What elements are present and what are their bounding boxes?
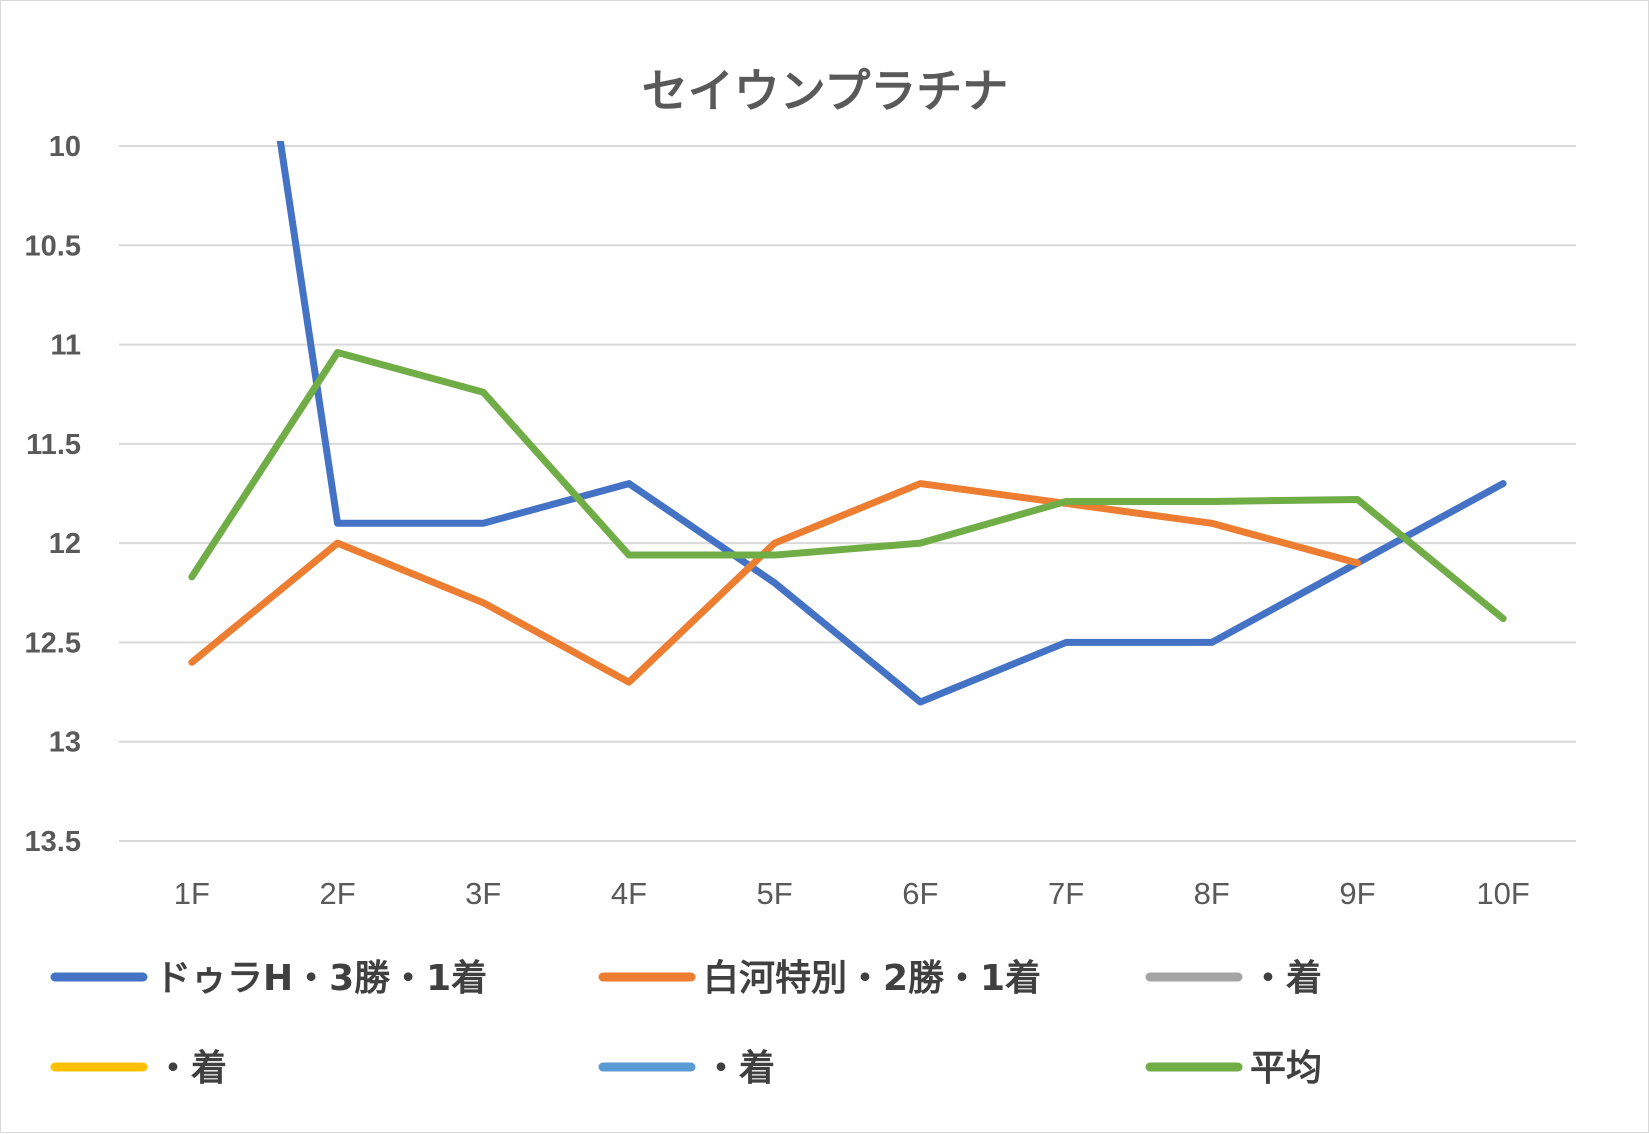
y-tick-label: 12.5 bbox=[25, 627, 81, 659]
series-lines bbox=[188, 141, 1507, 706]
y-tick-label: 13.5 bbox=[25, 826, 81, 858]
x-tick-label: 3F bbox=[465, 876, 501, 911]
x-tick-label: 4F bbox=[611, 876, 647, 911]
x-tick-label: 6F bbox=[902, 876, 938, 911]
legend-label: 平均 bbox=[1250, 1048, 1322, 1089]
legend-label: 白河特別・2勝・1着 bbox=[703, 958, 1041, 999]
legend: ドゥラH・3勝・1着 白河特別・2勝・1着 ・着・着 ・着 平均 bbox=[50, 958, 1322, 1089]
y-tick-label: 12 bbox=[49, 528, 81, 560]
x-tick-label: 5F bbox=[757, 876, 793, 911]
legend-label: ドゥラH・3勝・1着 bbox=[155, 958, 487, 999]
y-tick-label: 10 bbox=[49, 131, 81, 163]
y-tick-label: 11 bbox=[50, 330, 81, 362]
series-line bbox=[188, 349, 1507, 623]
x-tick-label: 9F bbox=[1339, 876, 1375, 911]
y-tick-label: 11.5 bbox=[26, 429, 81, 461]
x-axis-ticks: 1F 2F 3F 4F 5F 6F 7F 8F 9F 10F bbox=[174, 876, 1530, 911]
x-tick-label: 7F bbox=[1048, 876, 1084, 911]
chart-title: セイウンプラチナ bbox=[642, 64, 1009, 118]
legend-label: ・着 bbox=[155, 1048, 227, 1089]
x-tick-label: 1F bbox=[174, 876, 210, 911]
series-line bbox=[188, 480, 1361, 686]
gridlines bbox=[119, 145, 1576, 842]
y-tick-label: 13 bbox=[49, 727, 81, 759]
x-tick-label: 8F bbox=[1194, 876, 1230, 911]
x-tick-label: 2F bbox=[319, 876, 355, 911]
y-axis-ticks: 10 10.5 11 11.5 12 12.5 13 13.5 bbox=[25, 131, 81, 858]
legend-label: ・着 bbox=[703, 1048, 775, 1089]
y-tick-label: 10.5 bbox=[25, 230, 81, 262]
series-line bbox=[276, 141, 1507, 706]
legend-label: ・着 bbox=[1250, 958, 1322, 999]
x-tick-label: 10F bbox=[1476, 876, 1529, 911]
